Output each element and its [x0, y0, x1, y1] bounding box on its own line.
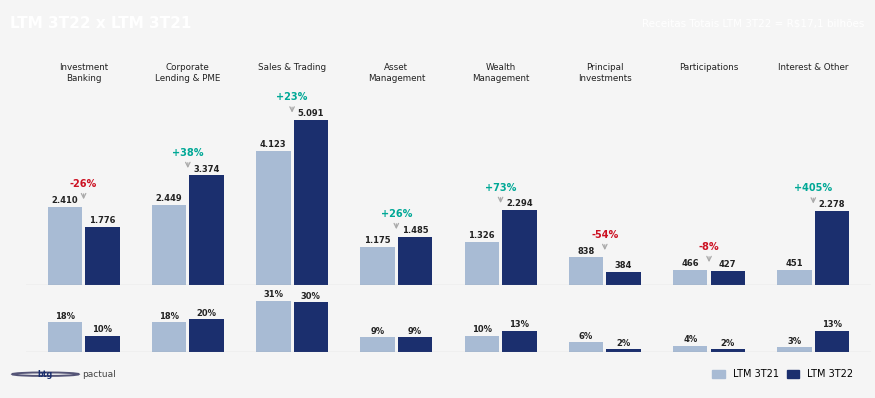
Text: 1.326: 1.326	[468, 231, 495, 240]
Bar	[189, 176, 224, 285]
Legend: LTM 3T21, LTM 3T22: LTM 3T21, LTM 3T22	[709, 365, 857, 383]
Text: Principal
Investments: Principal Investments	[578, 63, 632, 83]
Bar	[398, 236, 432, 285]
Text: 427: 427	[719, 260, 737, 269]
Text: -54%: -54%	[592, 230, 619, 240]
Text: 4.123: 4.123	[260, 140, 287, 149]
Bar	[294, 120, 328, 285]
Bar	[294, 302, 328, 352]
Bar	[777, 347, 812, 352]
Text: +405%: +405%	[794, 183, 832, 193]
Text: 18%: 18%	[55, 312, 75, 321]
Bar	[360, 338, 395, 352]
Text: -8%: -8%	[699, 242, 719, 252]
Text: +23%: +23%	[276, 92, 308, 102]
Text: 2.449: 2.449	[156, 195, 182, 203]
Text: Wealth
Management: Wealth Management	[472, 63, 529, 83]
Text: Corporate
Lending & PME: Corporate Lending & PME	[155, 63, 220, 83]
Bar	[47, 322, 82, 352]
Text: 13%: 13%	[822, 320, 842, 330]
Bar	[85, 227, 120, 285]
Text: Asset
Management: Asset Management	[368, 63, 425, 83]
Text: +26%: +26%	[381, 209, 412, 219]
Bar	[673, 345, 708, 352]
Text: 10%: 10%	[472, 325, 492, 334]
Text: btg: btg	[38, 370, 53, 379]
Bar	[606, 272, 640, 285]
Bar	[569, 342, 603, 352]
Bar	[569, 258, 603, 285]
Bar	[502, 211, 536, 285]
Bar	[777, 270, 812, 285]
Text: 3%: 3%	[788, 337, 802, 346]
Text: 2%: 2%	[617, 339, 631, 347]
Text: 1.175: 1.175	[364, 236, 391, 245]
Bar	[673, 269, 708, 285]
Text: 2.278: 2.278	[819, 200, 845, 209]
Text: 2.410: 2.410	[52, 196, 78, 205]
Bar	[606, 349, 640, 352]
Text: 2.294: 2.294	[506, 199, 533, 209]
Bar	[710, 349, 745, 352]
Bar	[189, 319, 224, 352]
Text: 20%: 20%	[197, 309, 217, 318]
Text: 838: 838	[578, 246, 595, 256]
Bar	[152, 322, 186, 352]
Bar	[152, 205, 186, 285]
Text: 2%: 2%	[721, 339, 735, 347]
Bar	[85, 336, 120, 352]
Text: 1.776: 1.776	[89, 216, 116, 225]
Text: Receitas Totais LTM 3T22 = R$17,1 bilhões: Receitas Totais LTM 3T22 = R$17,1 bilhõe…	[642, 19, 864, 29]
Text: LTM 3T22 x LTM 3T21: LTM 3T22 x LTM 3T21	[10, 16, 192, 31]
Text: +73%: +73%	[485, 183, 516, 193]
Text: +38%: +38%	[172, 148, 204, 158]
Text: Investment
Banking: Investment Banking	[59, 63, 108, 83]
Text: 3.374: 3.374	[193, 164, 220, 174]
Text: Participations: Participations	[679, 63, 738, 72]
Text: 1.485: 1.485	[402, 226, 429, 234]
Text: Sales & Trading: Sales & Trading	[258, 63, 326, 72]
Bar	[502, 331, 536, 352]
Bar	[398, 338, 432, 352]
Text: 451: 451	[786, 259, 803, 268]
Bar	[360, 247, 395, 285]
Text: pactual: pactual	[82, 370, 116, 379]
Text: 4%: 4%	[683, 335, 697, 344]
Text: 6%: 6%	[579, 332, 593, 341]
Text: 9%: 9%	[370, 327, 385, 336]
Text: 31%: 31%	[263, 291, 284, 299]
Text: 5.091: 5.091	[298, 109, 324, 118]
Text: 13%: 13%	[509, 320, 529, 330]
Text: 384: 384	[615, 261, 633, 270]
Bar	[815, 211, 850, 285]
Text: 466: 466	[682, 259, 699, 267]
Bar	[710, 271, 745, 285]
Text: 30%: 30%	[301, 292, 321, 301]
Bar	[815, 331, 850, 352]
Bar	[256, 301, 290, 352]
Bar	[256, 151, 290, 285]
Text: 10%: 10%	[93, 325, 112, 334]
Bar	[465, 336, 499, 352]
Text: 18%: 18%	[159, 312, 179, 321]
Text: 9%: 9%	[408, 327, 422, 336]
Bar	[47, 207, 82, 285]
Text: Interest & Other: Interest & Other	[778, 63, 849, 72]
Bar	[465, 242, 499, 285]
Text: -26%: -26%	[70, 179, 97, 189]
